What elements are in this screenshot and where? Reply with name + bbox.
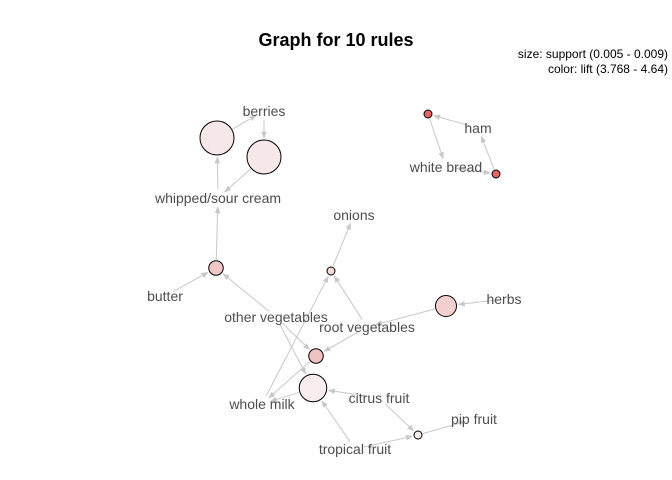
edge-butter-to-r5	[172, 272, 209, 293]
item-label-other-vegetables: other vegetables	[224, 309, 328, 325]
edge-whole_milk-to-r6	[265, 275, 329, 397]
edge-r3-to-white_bread	[429, 118, 444, 160]
rule-node-r7	[435, 295, 457, 317]
edge-r9-to-whole_milk	[269, 391, 300, 403]
rule-node-r2	[246, 139, 282, 175]
item-label-herbs: herbs	[486, 291, 521, 307]
edge-tropical_fruit-to-r10	[363, 434, 413, 448]
edge-other_vegetables-to-r8	[282, 322, 310, 351]
rule-node-r3	[423, 109, 433, 119]
edge-r1-to-berries	[232, 115, 257, 130]
item-label-citrus-fruit: citrus fruit	[349, 390, 410, 406]
edge-herbs-to-r7	[457, 299, 496, 307]
edge-r6-to-onions	[332, 222, 352, 267]
edge-citrus_fruit-to-r9	[327, 388, 371, 398]
item-labels-layer: berries whipped/sour cream ham white bread o…	[147, 103, 521, 457]
item-label-tropical-fruit: tropical fruit	[319, 441, 391, 457]
edge-r10-to-pip_fruit	[422, 420, 467, 435]
item-label-white-bread: white bread	[409, 159, 482, 175]
rule-node-r6	[326, 266, 336, 276]
rule-nodes-layer	[199, 109, 501, 440]
item-label-whole-milk: whole milk	[228, 396, 295, 412]
edge-citrus_fruit-to-r10	[385, 403, 415, 432]
rule-node-r8	[308, 348, 324, 364]
item-label-root-vegetables: root vegetables	[319, 319, 415, 335]
item-label-pip-fruit: pip fruit	[451, 411, 497, 427]
rule-node-r10	[413, 430, 423, 440]
edge-other_vegetables-to-r9	[279, 324, 307, 375]
edge-ham-to-r3	[433, 114, 470, 127]
edge-tropical_fruit-to-r9	[321, 400, 351, 442]
item-label-berries: berries	[243, 103, 286, 119]
legend-size: size: support (0.005 - 0.009)	[518, 47, 668, 61]
graph-title: Graph for 10 rules	[258, 30, 413, 50]
rule-node-r4	[491, 169, 501, 179]
edge-whipped_sour_cream-to-r1	[214, 156, 221, 190]
item-label-whipped-sour-cream: whipped/sour cream	[154, 190, 281, 206]
edge-root_vegetables-to-r6	[333, 275, 363, 320]
edge-white_bread-to-r4	[454, 167, 491, 176]
item-label-onions: onions	[333, 207, 374, 223]
edges-layer	[172, 114, 496, 448]
edge-r4-to-ham	[480, 135, 495, 170]
item-label-ham: ham	[464, 120, 491, 136]
edge-other_vegetables-to-r5	[222, 273, 270, 312]
edge-root_vegetables-to-r8	[323, 331, 360, 352]
item-label-butter: butter	[147, 288, 183, 304]
edge-r7-to-root_vegetables	[375, 308, 436, 326]
rule-node-r1	[199, 120, 235, 156]
edge-r5-to-whipped_sour_cream	[214, 206, 221, 260]
rule-node-r5	[208, 260, 224, 276]
edge-r2-to-whipped_sour_cream	[224, 168, 251, 193]
rule-node-r9	[298, 373, 328, 403]
legend-color: color: lift (3.768 - 4.64)	[548, 62, 668, 76]
